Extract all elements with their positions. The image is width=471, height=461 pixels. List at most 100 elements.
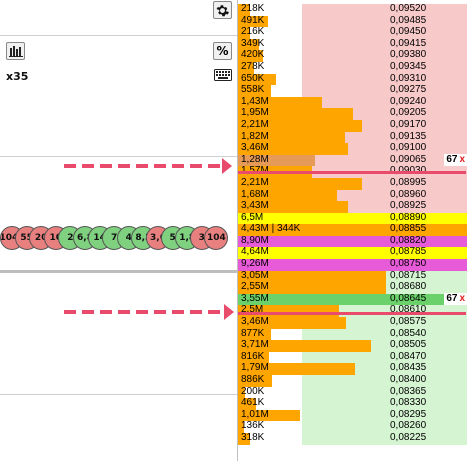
volume-value: 216K [241, 26, 265, 38]
ladder-row[interactable]: 558K 0,09275 [238, 84, 471, 97]
ladder-row[interactable]: 2,5M 0,08610 [238, 304, 471, 318]
ladder-row[interactable]: 2,55M 0,08680 [238, 281, 471, 294]
ladder-row[interactable]: 4,64M 0,08785 [238, 246, 471, 260]
ladder-row[interactable]: 877K 0,08540 [238, 327, 471, 341]
volume-bar [238, 212, 467, 225]
ladder-row[interactable]: 3,05M 0,08715 [238, 269, 471, 283]
ladder-row[interactable]: 1,82M 0,09135 [238, 130, 471, 144]
ladder-row[interactable]: 3,43M 0,08925 [238, 200, 471, 213]
chart-area[interactable]: % x35 1043 55 20 10 2 6,8 14 7 4 8,3 3,6 5 1,8 3 104 [0, 0, 237, 461]
volume-bar [238, 282, 386, 294]
ladder-row[interactable]: 1,01M 0,08295 [238, 409, 471, 422]
ladder-row[interactable]: 420K 0,09380 [238, 49, 471, 62]
order-badge[interactable]: 67 x [444, 292, 467, 305]
trade-bubble: 104 [204, 226, 229, 250]
order-line-upper[interactable] [238, 171, 466, 174]
side-background [302, 398, 467, 410]
side-background [302, 108, 467, 120]
ladder-row[interactable]: 2,21M 0,08995 [238, 177, 471, 190]
side-background [302, 15, 467, 28]
volume-value: 491K [241, 14, 265, 26]
ladder-row[interactable]: 318K 0,08225 [238, 432, 471, 445]
ladder-row[interactable]: 278K 0,09345 [238, 60, 471, 74]
side-background [302, 96, 467, 109]
price-value: 0,08715 [390, 269, 427, 281]
price-value: 0,09135 [390, 130, 427, 142]
ladder-row[interactable]: 491K 0,09485 [238, 14, 471, 28]
ladder-row[interactable]: 8,90M 0,08820 [238, 235, 471, 248]
ladder-row[interactable]: 349K 0,09415 [238, 37, 471, 51]
side-background [302, 131, 467, 144]
volume-profile-button[interactable] [6, 42, 25, 60]
volume-bar [238, 270, 386, 283]
ladder-row[interactable]: 1,43M 0,09240 [238, 96, 471, 109]
volume-value: 420K [241, 49, 265, 61]
ladder-row[interactable]: 1,95M 0,09205 [238, 107, 471, 120]
volume-bar [238, 119, 362, 132]
price-value: 0,08785 [390, 246, 427, 258]
ladder-row[interactable]: 461K 0,08330 [238, 397, 471, 410]
order-line-lower[interactable] [238, 312, 466, 315]
ladder-row[interactable]: 1,68M 0,08960 [238, 188, 471, 202]
volume-value: 558K [241, 84, 265, 96]
ladder-row[interactable]: 3,46M 0,09100 [238, 142, 471, 155]
volume-bar [238, 375, 272, 387]
arrow-head-icon [224, 304, 234, 320]
ladder-row[interactable]: 200K 0,08365 [238, 385, 471, 399]
ladder-row[interactable]: 2,21M 0,09170 [238, 119, 471, 132]
side-background [302, 4, 467, 16]
volume-value: 2,55M [241, 281, 269, 293]
session-separator [0, 270, 237, 273]
volume-bar [238, 38, 259, 51]
ladder-row[interactable]: 218K 0,09520 [238, 3, 471, 16]
price-value: 0,09275 [390, 84, 427, 96]
cancel-order-icon[interactable]: x [459, 292, 465, 304]
order-arrow-upper [64, 158, 232, 174]
price-value: 0,09205 [390, 107, 427, 119]
ladder-row[interactable]: 6,5M 0,08890 [238, 212, 471, 225]
price-value: 0,08365 [390, 385, 427, 397]
ladder-row[interactable]: 3,46M 0,08575 [238, 316, 471, 329]
volume-bar [238, 27, 250, 39]
ladder-divider [237, 0, 238, 461]
ladder-row[interactable]: 3,71M 0,08505 [238, 339, 471, 352]
volume-bar [238, 73, 276, 86]
price-value: 0,08645 [390, 292, 427, 304]
arrow-dash [64, 310, 224, 314]
ladder-row[interactable]: 3,55M 0,08645 67 x [238, 292, 471, 306]
volume-value: 200K [241, 385, 265, 397]
side-background [302, 61, 467, 74]
volume-bar [238, 340, 371, 352]
volume-bar [238, 247, 467, 260]
volume-value: 1,82M [241, 130, 269, 142]
keyboard-button[interactable] [213, 66, 232, 84]
ladder-row[interactable]: 216K 0,09450 [238, 26, 471, 39]
ladder-row[interactable]: 650K 0,09310 [238, 73, 471, 86]
side-background [302, 351, 467, 364]
ladder-row[interactable]: 886K 0,08400 [238, 374, 471, 387]
volume-value: 2,5M [241, 304, 264, 316]
price-value: 0,09415 [390, 37, 427, 49]
settings-button[interactable] [213, 1, 232, 19]
ladder-row[interactable]: 1,28M 0,09065 67 x [238, 153, 471, 167]
volume-value: 3,71M [241, 339, 269, 351]
ladder-row[interactable]: 816K 0,08470 [238, 350, 471, 364]
volume-value: 1,68M [241, 188, 269, 200]
price-ladder[interactable]: 218K 0,09520 491K 0,09485 216K 0,09450 349K 0,0… [238, 3, 471, 445]
percent-button[interactable]: % [213, 42, 232, 60]
ladder-row[interactable]: 9,26M 0,08750 [238, 258, 471, 271]
side-background [302, 432, 467, 445]
volume-bar [238, 235, 467, 248]
side-background [302, 154, 467, 167]
volume-value: 816K [241, 350, 265, 362]
side-background [302, 317, 467, 329]
volume-value: 1,95M [241, 107, 269, 119]
ladder-row[interactable]: 1,79M 0,08435 [238, 362, 471, 375]
order-badge[interactable]: 67 x [444, 153, 467, 166]
volume-value: 278K [241, 60, 265, 72]
ladder-row[interactable]: 4,43M | 344K 0,08855 [238, 223, 471, 236]
cancel-order-icon[interactable]: x [459, 153, 465, 165]
price-value: 0,08540 [390, 327, 427, 339]
ladder-row[interactable]: 136K 0,08260 [238, 420, 471, 433]
side-background [302, 177, 467, 190]
